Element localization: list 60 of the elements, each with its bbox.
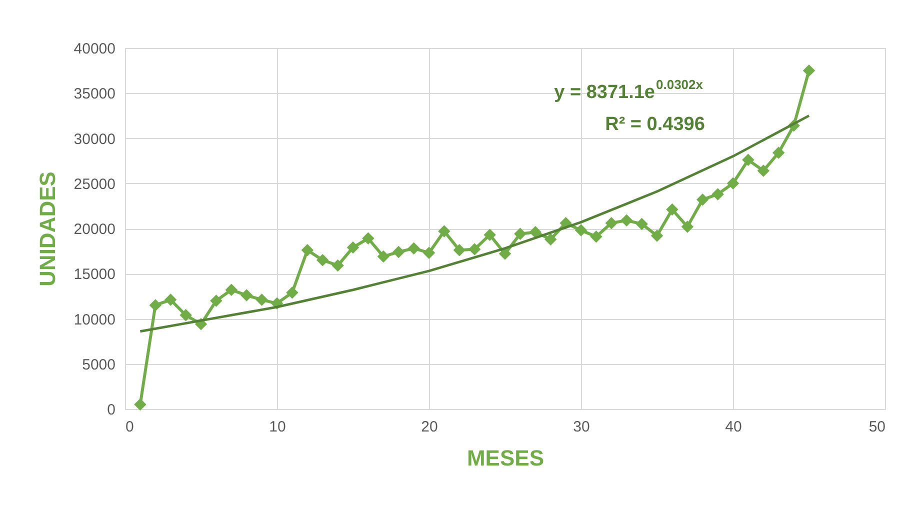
y-tick-label: 25000 — [74, 176, 116, 193]
point — [757, 164, 770, 177]
point — [650, 230, 664, 242]
point — [408, 242, 420, 254]
point — [225, 284, 238, 296]
point — [149, 299, 162, 312]
point — [240, 289, 253, 302]
point — [301, 244, 314, 256]
point — [681, 220, 694, 233]
y-tick-label: 30000 — [74, 130, 116, 148]
point — [742, 154, 754, 166]
point — [544, 233, 557, 246]
y-tick-label: 5000 — [82, 356, 116, 374]
point — [164, 294, 177, 306]
y-tick-label: 40000 — [74, 40, 116, 58]
point — [590, 230, 602, 243]
x-tick-label: 20 — [421, 418, 438, 436]
point — [362, 232, 374, 245]
point — [286, 286, 298, 299]
point — [802, 64, 816, 77]
point — [346, 241, 360, 254]
point — [574, 224, 588, 236]
point — [377, 250, 390, 263]
point — [438, 225, 450, 238]
point — [605, 216, 618, 230]
y-tick-label: 10000 — [74, 311, 116, 328]
point — [468, 243, 481, 256]
y-tick-label: 0 — [107, 402, 116, 418]
point — [134, 398, 146, 411]
point — [498, 248, 512, 260]
point — [422, 246, 436, 259]
point — [210, 294, 222, 307]
point — [712, 188, 724, 200]
line-series — [138, 114, 810, 333]
annotation: R² = 0.4396 — [605, 114, 705, 135]
point — [332, 259, 344, 272]
point — [256, 294, 268, 306]
point — [484, 228, 496, 241]
x-tick-label: 0 — [126, 418, 134, 436]
point — [180, 309, 192, 322]
point — [636, 218, 648, 230]
y-tick-label: 20000 — [74, 221, 116, 238]
x-tick-label: 10 — [269, 418, 286, 436]
x-tick-label: 40 — [725, 418, 742, 436]
y-tick-label: 35000 — [74, 86, 116, 103]
point — [726, 177, 740, 190]
y-axis-title: UNIDADES — [34, 172, 60, 286]
y-tick-label: 15000 — [74, 266, 116, 284]
point — [666, 203, 678, 216]
point — [620, 214, 633, 226]
point — [316, 254, 329, 266]
point — [529, 226, 542, 238]
point — [453, 244, 466, 256]
point — [772, 146, 785, 159]
point — [696, 193, 709, 206]
point — [392, 246, 405, 258]
x-tick-label: 50 — [868, 418, 886, 436]
x-axis-title: MESES — [466, 446, 544, 470]
x-tick-label: 30 — [573, 418, 590, 436]
point — [514, 228, 526, 240]
